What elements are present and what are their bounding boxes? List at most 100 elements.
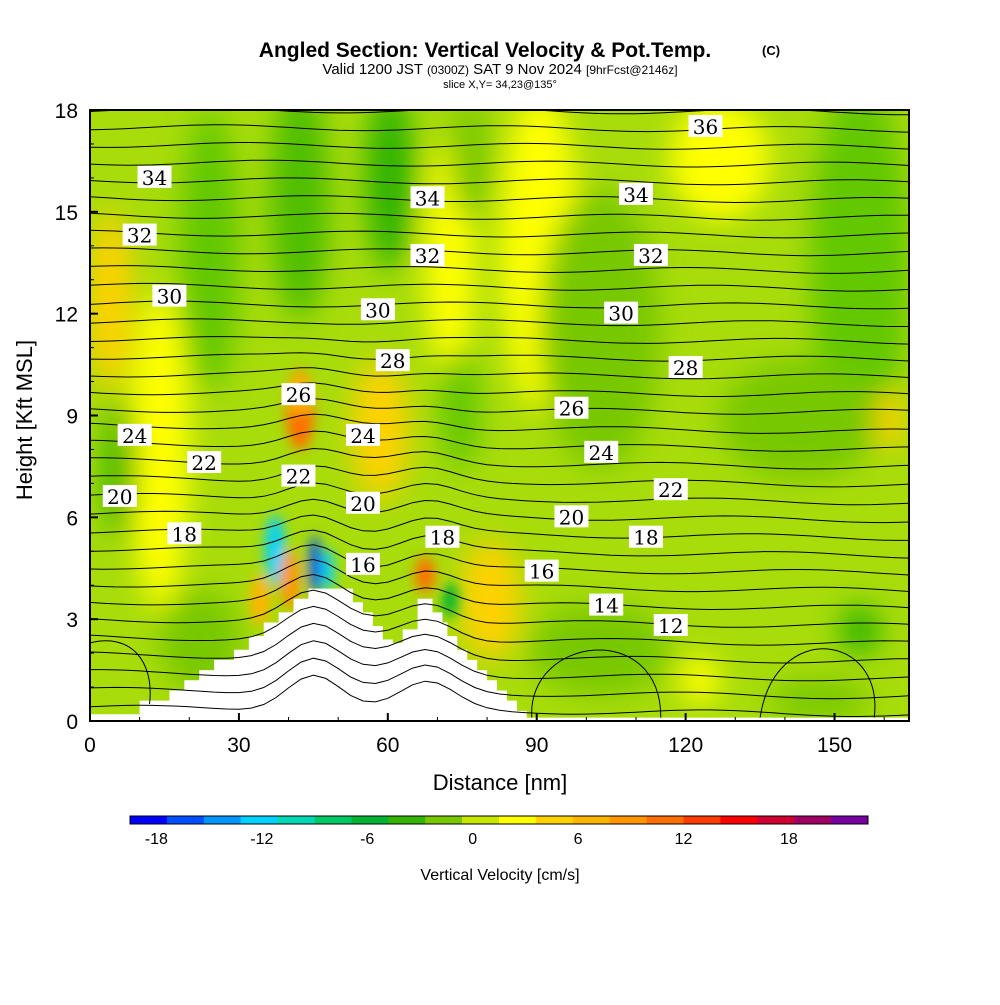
contour-label-text: 16 — [529, 560, 554, 584]
colorbar-swatch — [351, 816, 389, 824]
isentrope-line-22 — [90, 318, 909, 327]
contour-label-text: 36 — [693, 115, 718, 139]
contour-label: 34 — [619, 182, 653, 207]
contour-label-bg — [346, 491, 380, 514]
contour-label-text: 26 — [559, 397, 584, 421]
contour-label-text: 14 — [593, 594, 618, 618]
isentrope-line-6 — [90, 573, 909, 611]
colorbar-tick-label: -12 — [250, 831, 273, 848]
y-tick-label: 0 — [66, 711, 78, 734]
isentropes — [90, 110, 909, 718]
colorbar-swatch — [166, 816, 205, 824]
subtitle-prefix: Valid 1200 JST — [322, 61, 422, 78]
x-tick-label: 0 — [84, 734, 96, 757]
chart-subtitle: Valid 1200 JST (0300Z) SAT 9 Nov 2024 [9… — [322, 61, 677, 78]
contour-label-bg — [167, 522, 202, 545]
contour-label: 26 — [554, 396, 589, 421]
colorbar-tick-label: 6 — [574, 831, 583, 848]
colorbar-tick-label: 12 — [675, 831, 693, 848]
contour-label-text: 22 — [286, 465, 311, 489]
contour-label: 24 — [117, 423, 152, 448]
contour-label-bg — [653, 613, 688, 636]
colorbar-tick-label: -18 — [145, 831, 168, 848]
y-tick-label: 6 — [66, 507, 78, 530]
isentrope-line-23 — [90, 300, 909, 310]
isentrope-line-25 — [90, 265, 909, 274]
contour-label-bg — [375, 349, 410, 372]
colorbar-swatch — [720, 816, 758, 824]
colorbar-frame — [129, 815, 869, 825]
contour-label-text: 34 — [142, 166, 167, 190]
isentrope-line-20 — [90, 352, 909, 362]
y-tick-label: 3 — [66, 609, 78, 632]
x-tick-label: 120 — [668, 734, 703, 757]
contour-label-text: 30 — [608, 302, 633, 326]
contour-label-bg — [524, 559, 559, 582]
x-tick-label: 150 — [817, 734, 852, 757]
contour-label: 30 — [604, 301, 639, 326]
isentrope-line-0 — [90, 674, 909, 717]
y-tick-label: 9 — [66, 406, 78, 429]
contour-label: 22 — [653, 478, 688, 502]
contour-label-bg — [604, 301, 639, 324]
colorbar-tick-label: 18 — [780, 831, 798, 848]
colorbar-swatch — [572, 816, 611, 824]
x-tick-label: 90 — [525, 734, 548, 757]
contour-label-bg — [281, 464, 316, 487]
isentrope-closed-2 — [759, 648, 876, 718]
contour-label-text: 28 — [380, 349, 405, 373]
contour-label-bg — [346, 552, 380, 575]
isentrope-line-9 — [90, 529, 909, 559]
contour-label-text: 22 — [658, 478, 683, 502]
contour-label-text: 32 — [415, 244, 440, 268]
colorbar-swatch — [499, 816, 537, 824]
chart-title-units: (C) — [762, 43, 780, 58]
contour-label-text: 30 — [157, 285, 182, 309]
contour-label-bg — [633, 243, 668, 266]
contour-label-bg — [668, 355, 703, 378]
contour-label-bg — [137, 165, 172, 188]
contour-label: 30 — [360, 298, 395, 322]
contour-label-bg — [187, 451, 222, 474]
contour-label-text: 18 — [430, 526, 455, 550]
contour-label: 24 — [584, 440, 619, 465]
y-tick-label: 12 — [55, 304, 78, 327]
isentrope-line-14 — [90, 447, 909, 470]
subtitle-zulu: (0300Z) — [427, 63, 469, 77]
colorbar-swatch — [314, 816, 352, 824]
isentrope-line-26 — [90, 247, 909, 257]
contour-label-bg — [425, 525, 460, 548]
isentrope-line-18 — [90, 382, 909, 397]
colorbar-swatch — [609, 816, 648, 824]
contour-label: 18 — [628, 525, 663, 550]
colorbar-swatch — [130, 816, 168, 824]
colorbar-swatch — [757, 816, 795, 824]
y-axis: 0 3 6 9 12 15 18 — [55, 100, 98, 734]
contour-label-text: 26 — [286, 383, 311, 407]
isentrope-line-10 — [90, 514, 909, 541]
contour-label: 28 — [375, 349, 410, 373]
contour-label-bg — [152, 284, 187, 307]
colorbar-swatch — [425, 816, 463, 824]
contour-label: 18 — [167, 522, 202, 546]
contour-label-text: 24 — [350, 424, 375, 448]
colorbar — [129, 815, 869, 825]
isentrope-line-32 — [90, 142, 909, 150]
y-tick-label: 15 — [55, 202, 78, 225]
colorbar-tick-label: 0 — [468, 831, 477, 848]
contour-label: 20 — [346, 491, 380, 516]
contour-label: 28 — [668, 355, 703, 380]
contour-label: 36 — [688, 114, 723, 139]
x-tick-label: 60 — [376, 734, 399, 757]
isentrope-line-17 — [90, 398, 909, 415]
isentrope-line-30 — [90, 177, 909, 186]
isentrope-line-3 — [90, 622, 909, 664]
contour-label: 32 — [633, 243, 668, 268]
isentrope-line-16 — [90, 413, 909, 434]
colorbar-swatch — [240, 816, 279, 824]
contour-label-bg — [360, 298, 395, 321]
contour-label-bg — [653, 478, 688, 501]
isentrope-line-13 — [90, 465, 909, 488]
